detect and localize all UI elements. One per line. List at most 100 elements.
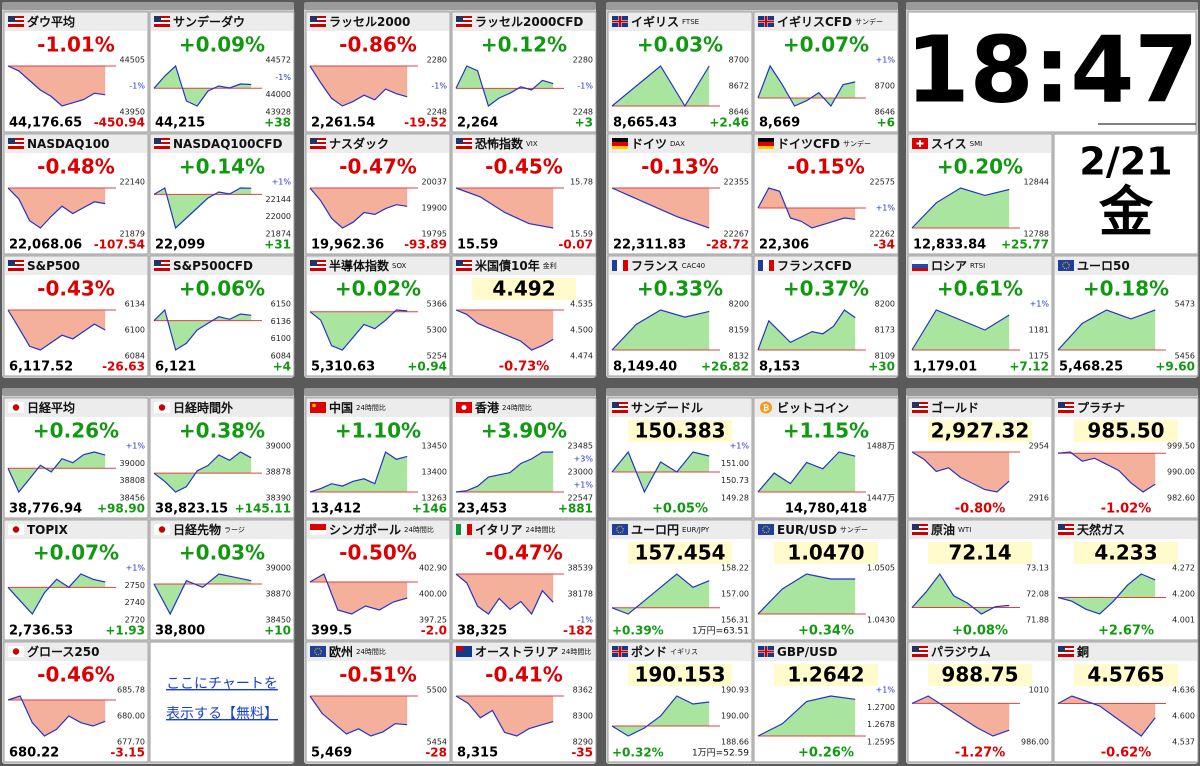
tile-price: 8,149.40	[613, 360, 677, 375]
axis-label: 8646	[729, 108, 749, 117]
tile-price: 2,736.53	[9, 624, 73, 639]
tile-header	[307, 521, 449, 539]
tile-pct: +0.08%	[952, 624, 1008, 639]
value-bg	[774, 542, 878, 564]
tile-name-text: シンガポール	[329, 522, 401, 537]
axis-label: 986.00	[1021, 738, 1049, 747]
tile-header	[609, 13, 751, 31]
tile-name-text: 原油	[931, 522, 955, 537]
tile-name-text: サンデードル	[631, 400, 703, 415]
tile: ドイツCFD サンデー -0.15% 22575 +1% 22262 22,306 -34	[753, 133, 899, 255]
tile-name: S&P500	[27, 259, 80, 273]
chart-link[interactable]: 表示する【無料】	[166, 706, 278, 722]
tile-pct: +0.12%	[481, 33, 567, 57]
chart-link[interactable]: ここにチャートを	[166, 676, 278, 692]
spark-line	[455, 187, 554, 229]
tile-change: +25.77	[1001, 238, 1049, 252]
axis-label: 4.474	[570, 352, 593, 361]
spark-line	[7, 65, 106, 107]
value-bg	[928, 542, 1032, 564]
axis-label: 6136	[271, 317, 291, 326]
chart-area	[456, 696, 554, 736]
flag-part	[758, 142, 774, 146]
tile-header	[1055, 399, 1197, 417]
axis-label: 2740	[125, 598, 145, 607]
tile-name: ドイツ DAX	[631, 137, 685, 151]
tile: 半導体指数 SOX +0.02% 5366 5300 5254 5,310.63 +0.94	[305, 255, 451, 377]
axis-label: 5454	[427, 738, 447, 747]
tile-bg	[907, 519, 1053, 641]
tile-price: 2,261.54	[311, 116, 375, 131]
tile-name-text: 欧州	[329, 644, 353, 659]
flag-part	[912, 402, 928, 404]
tile-name: ロシア RTSI	[931, 259, 985, 273]
axis-label: 38539	[568, 564, 593, 573]
flag-part	[456, 270, 472, 271]
tile-header	[755, 643, 897, 661]
axis-label: 1175	[1029, 352, 1049, 361]
flag-part	[154, 16, 170, 18]
axis-label: 15.78	[570, 178, 593, 187]
tile-pct: -0.50%	[339, 541, 417, 565]
tile-name-text: ドイツ	[631, 137, 667, 151]
tile-header	[909, 521, 1051, 539]
tile-name: S&P500CFD	[173, 259, 253, 273]
tile-name: オーストラリア 24時間比	[475, 645, 591, 659]
axis-label: 5500	[427, 686, 447, 695]
tile-value: 1.0470	[787, 541, 864, 565]
flag-part	[912, 646, 919, 652]
tile-value: 988.75	[941, 663, 1018, 687]
flag-part	[912, 406, 928, 408]
flag-part	[8, 138, 15, 144]
tile-name-text: 半導体指数	[329, 258, 390, 273]
tile-pct: -0.47%	[339, 155, 417, 179]
axis-label: +1%	[1030, 300, 1050, 309]
axis-label: 1.0505	[867, 564, 895, 573]
tile-price: 22,099	[155, 238, 205, 253]
tile-sub: 24時間比	[502, 403, 532, 412]
flag-part	[912, 260, 928, 264]
tile-sub: 24時間比	[356, 647, 386, 656]
tile-sub: EUR/JPY	[682, 526, 710, 534]
tile: 原油 WTI 72.14 73.13 72.08 71.88 +0.08%	[907, 519, 1053, 641]
tile-name: ドイツCFD サンデー	[777, 137, 871, 151]
flag-part	[456, 16, 463, 22]
flag-part	[8, 146, 24, 148]
flag-part	[612, 402, 628, 404]
tile-header	[453, 399, 595, 417]
flag-part	[310, 260, 317, 266]
axis-label: 8132	[729, 352, 749, 361]
spark-line	[757, 64, 856, 108]
spark-line	[309, 187, 408, 229]
panel-header	[2, 388, 294, 396]
tile: 香港 24時間比 +3.90%23485 +3% 23000 +1% 22547 23,453…	[451, 397, 597, 519]
axis-label: 6100	[271, 334, 291, 343]
axis-label: 20037	[422, 178, 447, 187]
tile-sub: 24時間比	[404, 525, 434, 534]
flag-part	[1058, 654, 1074, 656]
tile-bg	[753, 397, 899, 519]
tile-change: +7.12	[1009, 360, 1049, 374]
axis-label: 680.00	[117, 712, 145, 721]
tile-header	[909, 399, 1051, 417]
flag-part	[154, 142, 170, 144]
chart-area	[758, 310, 856, 350]
flag-part	[8, 264, 24, 266]
tile: 日経先物 ラージ +0.03%39000 38870 38450 38,800 +10	[149, 519, 295, 641]
tile-price: 8,665.43	[613, 116, 677, 131]
tile-price: 19,962.36	[311, 238, 384, 253]
axis-label: 2720	[125, 616, 145, 625]
tile-change: -0.07	[558, 238, 593, 252]
tile-name: プラチナ	[1077, 400, 1125, 415]
tile-name: TOPIX	[27, 523, 69, 537]
spark-line	[7, 309, 106, 351]
tile-name-text: イギリスCFD	[777, 14, 852, 29]
flag-part	[623, 260, 628, 271]
flag-part	[8, 268, 24, 270]
tile-header	[151, 521, 293, 539]
axis-label: 2750	[125, 581, 145, 590]
axis-label: 5254	[427, 352, 447, 361]
flag-part	[456, 260, 472, 262]
tile-pct: +1.10%	[335, 419, 421, 443]
flag-part	[310, 138, 317, 144]
